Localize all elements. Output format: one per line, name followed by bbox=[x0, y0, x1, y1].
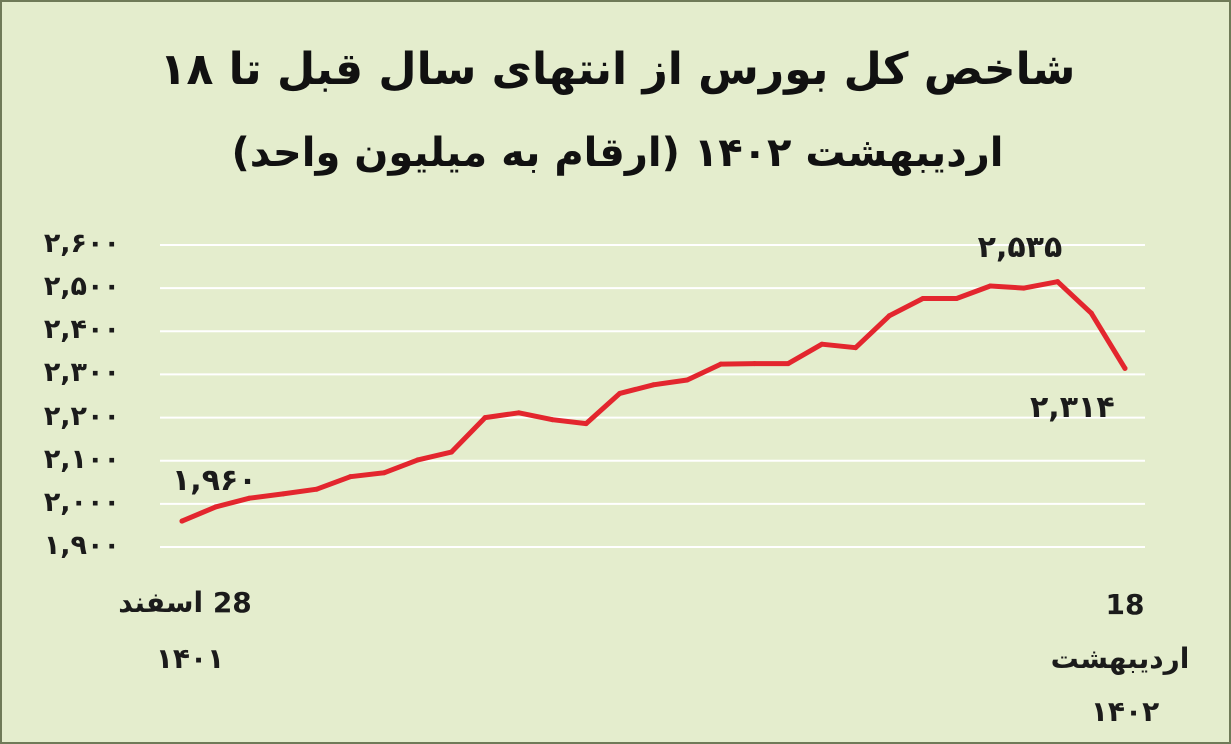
y-tick-label: ۱,۹۰۰ bbox=[43, 530, 120, 561]
data-point bbox=[1088, 310, 1094, 316]
data-point bbox=[651, 382, 656, 388]
data-point bbox=[1055, 279, 1061, 285]
data-point bbox=[987, 283, 993, 289]
y-tick-label: ۲,۳۰۰ bbox=[43, 357, 120, 389]
data-point bbox=[684, 377, 690, 383]
x-end-label-line1: 18 bbox=[1105, 588, 1145, 621]
data-point bbox=[1122, 365, 1128, 371]
data-point bbox=[246, 495, 252, 501]
data-point bbox=[179, 518, 185, 524]
data-point bbox=[549, 417, 555, 423]
y-tick-label: ۲,۵۰۰ bbox=[43, 271, 120, 303]
data-label: ۱,۹۶۰ bbox=[172, 463, 257, 499]
data-point bbox=[415, 457, 421, 463]
data-point bbox=[920, 295, 926, 301]
data-point bbox=[583, 421, 589, 427]
data-point bbox=[448, 449, 454, 455]
x-end-label-line2: اردیبهشت bbox=[1050, 642, 1190, 675]
data-point bbox=[1021, 285, 1027, 291]
data-point bbox=[516, 410, 522, 416]
data-point bbox=[819, 341, 825, 347]
y-tick-label: ۲,۴۰۰ bbox=[43, 314, 120, 346]
x-end-label-line3: ۱۴۰۲ bbox=[1090, 695, 1160, 728]
data-point bbox=[617, 390, 623, 396]
data-point bbox=[314, 486, 320, 492]
y-tick-label: ۲,۶۰۰ bbox=[43, 228, 120, 259]
data-label: ۲,۳۱۴ bbox=[1030, 390, 1115, 426]
data-point bbox=[381, 470, 387, 476]
data-point bbox=[280, 491, 286, 497]
y-tick-label: ۲,۲۰۰ bbox=[43, 400, 120, 432]
data-label: ۲,۵۳۵ bbox=[977, 229, 1063, 265]
data-point bbox=[213, 504, 219, 510]
data-point bbox=[954, 295, 960, 301]
data-point bbox=[886, 313, 892, 319]
chart-title: شاخص کل بورس از انتهای سال قبل تا ۱۸ bbox=[159, 44, 1076, 95]
data-point bbox=[785, 361, 791, 367]
data-point bbox=[752, 361, 758, 367]
y-tick-label: ۲,۱۰۰ bbox=[43, 443, 120, 475]
series-line bbox=[179, 279, 1128, 524]
x-start-label-line1: 28 اسفند bbox=[118, 586, 252, 619]
data-point bbox=[347, 474, 353, 480]
chart-subtitle: اردیبهشت ۱۴۰۲ (ارقام به میلیون واحد) bbox=[231, 130, 1004, 176]
data-point bbox=[718, 361, 724, 367]
data-point bbox=[853, 345, 859, 351]
x-start-label-line2: ۱۴۰۱ bbox=[155, 642, 225, 675]
data-point bbox=[482, 415, 488, 421]
y-tick-label: ۲,۰۰۰ bbox=[43, 486, 120, 518]
